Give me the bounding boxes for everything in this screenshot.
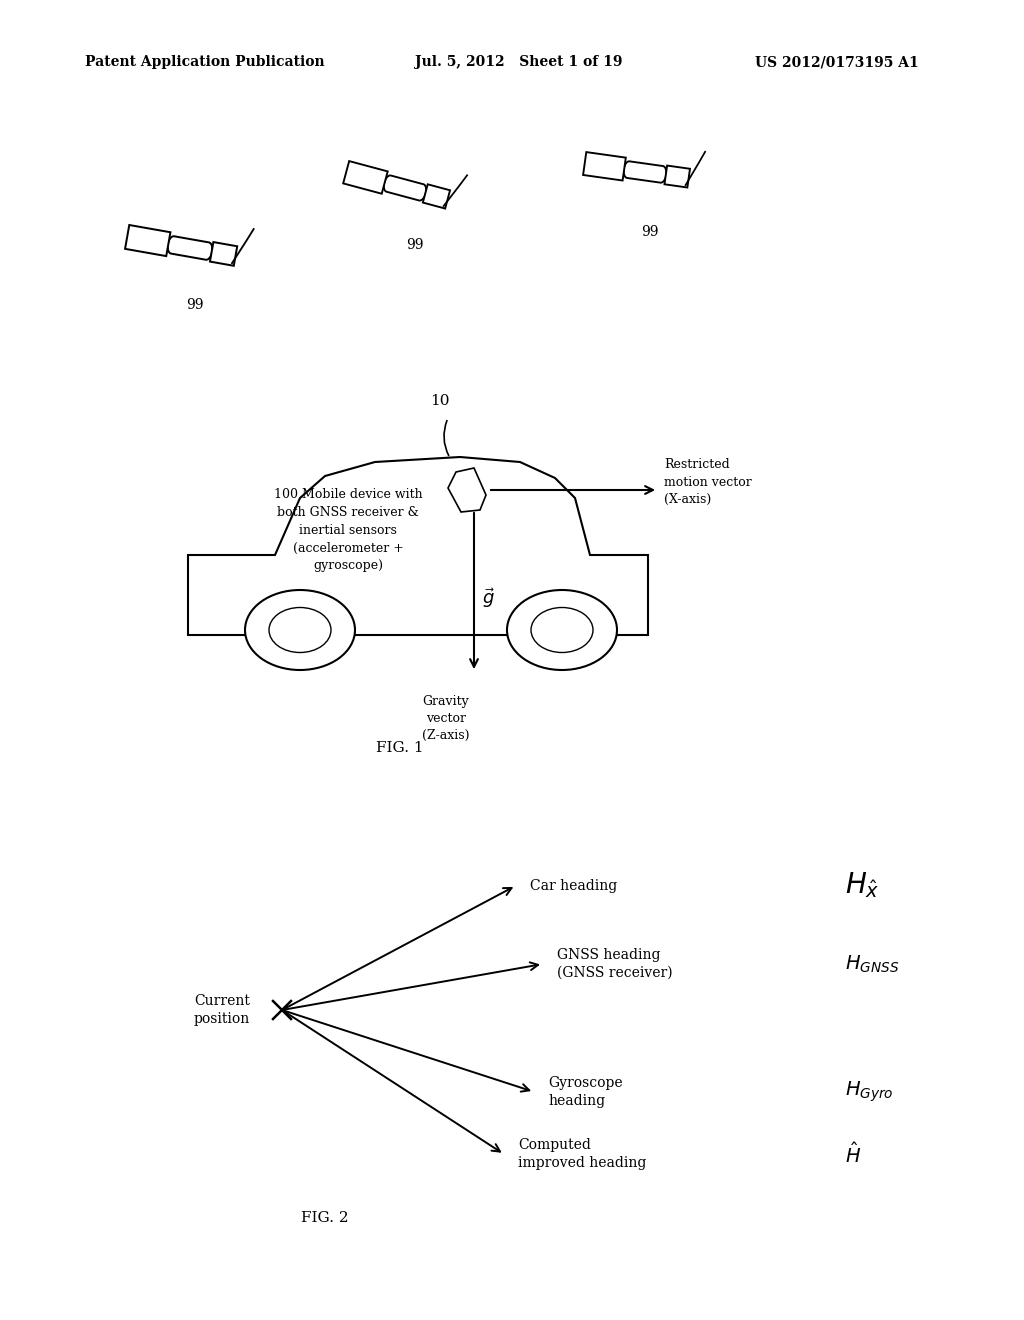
- Text: $H_{GNSS}$: $H_{GNSS}$: [845, 953, 899, 974]
- Polygon shape: [168, 236, 212, 260]
- Text: FIG. 1: FIG. 1: [376, 741, 424, 755]
- Text: FIG. 2: FIG. 2: [301, 1210, 349, 1225]
- Polygon shape: [210, 242, 238, 265]
- Text: Computed
improved heading: Computed improved heading: [518, 1138, 646, 1171]
- Text: 99: 99: [407, 238, 424, 252]
- Text: Restricted
motion vector
(X-axis): Restricted motion vector (X-axis): [664, 458, 752, 506]
- Ellipse shape: [245, 590, 355, 671]
- Text: 10: 10: [430, 393, 450, 408]
- Text: Car heading: Car heading: [530, 879, 617, 892]
- Polygon shape: [423, 185, 450, 209]
- Text: $\hat{H}$: $\hat{H}$: [845, 1142, 861, 1167]
- Text: $\vec{g}$: $\vec{g}$: [482, 586, 495, 610]
- Text: $H_{Gyro}$: $H_{Gyro}$: [845, 1080, 894, 1104]
- Text: US 2012/0173195 A1: US 2012/0173195 A1: [755, 55, 919, 69]
- Ellipse shape: [507, 590, 617, 671]
- Polygon shape: [583, 152, 626, 181]
- Text: Gyroscope
heading: Gyroscope heading: [548, 1076, 623, 1107]
- Text: Jul. 5, 2012   Sheet 1 of 19: Jul. 5, 2012 Sheet 1 of 19: [415, 55, 623, 69]
- Text: GNSS heading
(GNSS receiver): GNSS heading (GNSS receiver): [557, 948, 673, 979]
- Polygon shape: [449, 469, 486, 512]
- Text: 99: 99: [186, 298, 204, 312]
- Text: Gravity
vector
(Z-axis): Gravity vector (Z-axis): [422, 696, 470, 742]
- Polygon shape: [343, 161, 388, 194]
- Polygon shape: [188, 457, 648, 635]
- Polygon shape: [624, 161, 667, 182]
- Text: 100 Mobile device with
both GNSS receiver &
inertial sensors
(accelerometer +
gy: 100 Mobile device with both GNSS receive…: [273, 487, 422, 573]
- Polygon shape: [384, 176, 426, 201]
- Text: 99: 99: [641, 224, 658, 239]
- Polygon shape: [125, 224, 170, 256]
- Text: Current
position: Current position: [194, 994, 250, 1026]
- Text: $H_{\hat{x}}$: $H_{\hat{x}}$: [845, 871, 880, 900]
- Polygon shape: [665, 165, 690, 187]
- Text: Patent Application Publication: Patent Application Publication: [85, 55, 325, 69]
